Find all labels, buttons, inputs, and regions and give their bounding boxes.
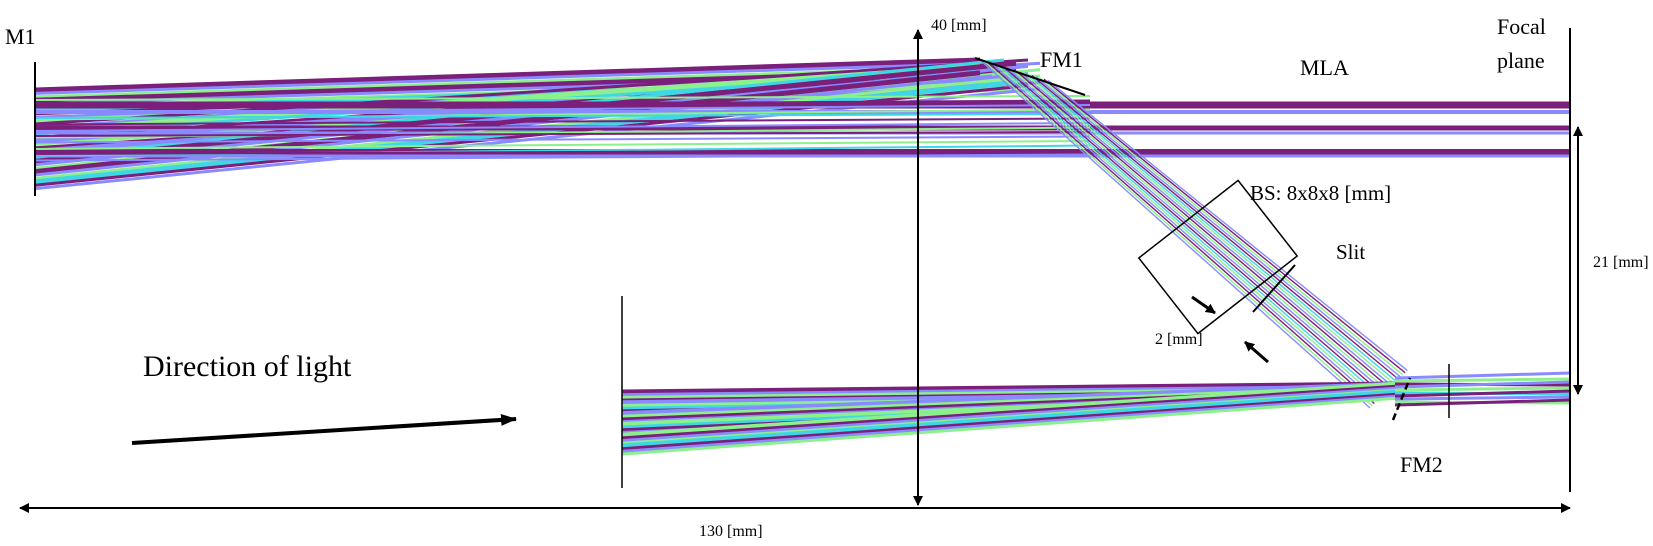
ray-fold xyxy=(987,61,1375,405)
ray-fold xyxy=(979,59,1371,409)
ray-fold xyxy=(1035,76,1402,378)
ray-fold xyxy=(1011,69,1389,391)
ray-fold xyxy=(1007,67,1386,394)
ray-top-incoming xyxy=(34,57,981,93)
label-right-dim: 21 [mm] xyxy=(1593,254,1649,271)
ray-bundle-bottom xyxy=(621,371,1571,456)
label-gap-dim: 2 [mm] xyxy=(1155,331,1203,348)
ray-bottom xyxy=(621,394,1401,453)
ray-fold xyxy=(1043,78,1406,374)
ray-fold xyxy=(995,64,1380,400)
label-slit: Slit xyxy=(1336,240,1365,264)
fm1-mirror xyxy=(974,57,1086,96)
label-m1: M1 xyxy=(5,24,36,49)
label-direction: Direction of light xyxy=(143,350,352,383)
label-focal: Focal xyxy=(1497,14,1546,39)
ray-fold xyxy=(1003,66,1384,396)
ray-fold xyxy=(1039,77,1404,376)
ray-bottom-right xyxy=(1394,395,1571,401)
ray-fold xyxy=(999,65,1382,398)
ray-bottom xyxy=(621,386,1401,443)
ray-bottom-right xyxy=(1394,389,1571,398)
label-fm2: FM2 xyxy=(1400,452,1443,477)
ray-bundle-fold xyxy=(979,59,1408,409)
ray-bottom-right xyxy=(1394,380,1571,389)
beam-splitter-cube xyxy=(1137,179,1299,335)
ray-bottom xyxy=(621,381,1401,395)
gap-arrow-lower xyxy=(1244,340,1269,364)
fm2-mirror xyxy=(1391,377,1412,421)
ray-bottom xyxy=(621,381,1401,417)
label-mla: MLA xyxy=(1300,55,1349,80)
label-plane: plane xyxy=(1497,48,1545,73)
direction-arrow xyxy=(131,413,517,445)
ray-fold xyxy=(1027,73,1397,383)
slit-mark xyxy=(1252,264,1296,313)
ray-fold xyxy=(1023,72,1395,385)
ray-bottom xyxy=(621,396,1401,456)
ray-fold xyxy=(1047,79,1408,372)
ray-fold xyxy=(1015,70,1391,389)
ray-fold xyxy=(991,63,1378,402)
ray-fold xyxy=(983,60,1373,407)
ray-bottom-right xyxy=(1394,371,1571,380)
label-bs: BS: 8x8x8 [mm] xyxy=(1250,181,1391,205)
ray-bottom-right xyxy=(1394,386,1571,392)
label-fm1: FM1 xyxy=(1040,47,1083,72)
ray-fold xyxy=(1019,71,1393,387)
right-dim-clip: 21 [mm] xyxy=(1593,254,1649,271)
ray-bottom xyxy=(621,381,1401,438)
ray-bottom-right xyxy=(1394,398,1571,407)
ray-top-incoming xyxy=(34,61,993,95)
label-width-dim: 130 [mm] xyxy=(699,523,763,540)
ray-bottom xyxy=(621,392,1401,451)
ray-bottom xyxy=(621,389,1401,449)
gap-arrow-upper xyxy=(1191,295,1216,315)
label-height-dim: 40 [mm] xyxy=(931,17,987,34)
ray-fold xyxy=(1031,75,1400,380)
ray-bottom-right xyxy=(1394,377,1571,383)
ray-bottom xyxy=(621,384,1401,440)
